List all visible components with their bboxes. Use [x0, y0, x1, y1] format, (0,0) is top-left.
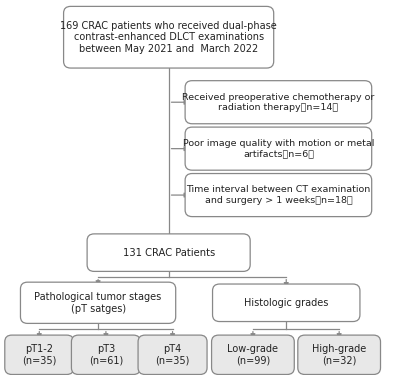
FancyBboxPatch shape — [87, 234, 250, 271]
Text: pT3
(n=61): pT3 (n=61) — [89, 344, 123, 366]
Text: 131 CRAC Patients: 131 CRAC Patients — [122, 247, 215, 258]
Text: Histologic grades: Histologic grades — [244, 298, 328, 308]
Text: 169 CRAC patients who received dual-phase
contrast-enhanced DLCT examinations
be: 169 CRAC patients who received dual-phas… — [60, 20, 277, 54]
Text: High-grade
(n=32): High-grade (n=32) — [312, 344, 366, 366]
Text: Pathological tumor stages
(pT satges): Pathological tumor stages (pT satges) — [34, 292, 162, 313]
Text: pT4
(n=35): pT4 (n=35) — [155, 344, 190, 366]
FancyBboxPatch shape — [212, 335, 294, 374]
Text: Poor image quality with motion or metal
artifacts（n=6）: Poor image quality with motion or metal … — [183, 139, 374, 158]
FancyBboxPatch shape — [20, 282, 176, 323]
FancyBboxPatch shape — [72, 335, 140, 374]
Text: pT1-2
(n=35): pT1-2 (n=35) — [22, 344, 56, 366]
FancyBboxPatch shape — [64, 6, 274, 68]
FancyBboxPatch shape — [5, 335, 74, 374]
FancyBboxPatch shape — [298, 335, 380, 374]
Text: Low-grade
(n=99): Low-grade (n=99) — [228, 344, 278, 366]
FancyBboxPatch shape — [138, 335, 207, 374]
FancyBboxPatch shape — [185, 127, 372, 170]
Text: Received preoperative chemotherapy or
radiation therapy（n=14）: Received preoperative chemotherapy or ra… — [182, 92, 374, 112]
FancyBboxPatch shape — [185, 81, 372, 124]
Text: Time interval between CT examination
and surgery > 1 weeks（n=18）: Time interval between CT examination and… — [186, 185, 370, 205]
FancyBboxPatch shape — [212, 284, 360, 321]
FancyBboxPatch shape — [185, 174, 372, 217]
